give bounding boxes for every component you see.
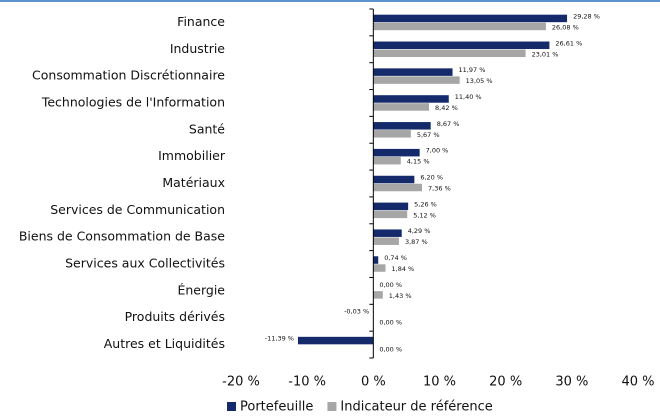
x-tick-label: 20 % — [489, 375, 522, 390]
category-label: Biens de Consommation de Base — [19, 229, 225, 244]
value-label: 5,12 % — [413, 211, 436, 219]
bar — [373, 122, 431, 130]
x-tick-label: -20 % — [222, 375, 260, 390]
bar — [373, 291, 383, 299]
value-label: 8,42 % — [435, 104, 458, 112]
category-label: Industrie — [170, 41, 225, 56]
bar — [373, 49, 526, 58]
category-label: Autres et Liquidités — [104, 336, 225, 351]
bar — [373, 95, 449, 103]
bar — [373, 68, 453, 76]
category-label: Technologies de l'Information — [41, 94, 225, 109]
value-label: 3,87 % — [405, 238, 428, 246]
category-label: Services aux Collectivités — [65, 256, 225, 271]
value-label: 0,00 % — [379, 346, 402, 354]
bar — [373, 76, 460, 84]
value-label: -11,39 % — [265, 335, 294, 343]
value-label: 26,61 % — [555, 39, 582, 47]
bar — [373, 229, 402, 237]
value-label: 5,67 % — [417, 131, 440, 139]
category-label: Consommation Discrétionnaire — [32, 68, 225, 83]
category-label: Services de Communication — [50, 202, 225, 217]
category-label: Produits dérivés — [125, 309, 225, 324]
bar — [373, 256, 379, 264]
category-label: Énergie — [177, 282, 225, 297]
bar — [373, 156, 401, 165]
bar — [373, 22, 546, 31]
bar — [373, 148, 420, 157]
bar — [373, 130, 411, 138]
x-tick-label: 10 % — [423, 375, 456, 390]
bar — [373, 103, 430, 111]
bar — [373, 210, 408, 219]
bar — [373, 14, 568, 23]
value-label: 29,28 % — [573, 12, 600, 20]
value-label: 26,08 % — [552, 23, 579, 31]
category-label: Matériaux — [162, 175, 225, 190]
legend-swatch — [227, 402, 236, 411]
value-label: 13,05 % — [466, 77, 493, 85]
x-tick-label: 40 % — [621, 375, 654, 390]
bar — [373, 202, 409, 211]
value-label: 1,84 % — [392, 265, 415, 273]
bar — [373, 175, 415, 184]
value-label: -0,03 % — [344, 308, 369, 316]
value-label: 0,74 % — [384, 254, 407, 262]
value-label: 8,67 % — [437, 120, 460, 128]
value-label: 11,97 % — [459, 66, 486, 74]
value-label: 4,15 % — [407, 158, 430, 166]
x-tick-label: -10 % — [288, 375, 326, 390]
bar — [373, 264, 386, 272]
legend-label: Portefeuille — [240, 400, 313, 415]
value-label: 11,40 % — [455, 93, 482, 101]
x-tick-label: 0 % — [361, 375, 386, 390]
value-label: 0,00 % — [379, 319, 402, 327]
bar — [297, 336, 374, 345]
value-label: 6,20 % — [420, 174, 443, 182]
value-label: 7,00 % — [426, 147, 449, 155]
category-label: Immobilier — [158, 148, 226, 163]
x-tick-label: 30 % — [555, 375, 588, 390]
bar — [373, 183, 423, 192]
value-label: 0,00 % — [379, 281, 402, 289]
legend-swatch — [327, 402, 337, 411]
value-label: 7,36 % — [428, 185, 451, 193]
value-label: 23,01 % — [532, 50, 559, 58]
legend-label: Indicateur de référence — [340, 400, 492, 415]
category-label: Santé — [189, 121, 225, 136]
bar — [373, 41, 550, 50]
value-label: 1,43 % — [389, 292, 412, 300]
category-label: Finance — [177, 14, 225, 29]
value-label: 5,26 % — [414, 200, 437, 208]
value-label: 4,29 % — [408, 227, 431, 235]
bar — [373, 237, 399, 245]
